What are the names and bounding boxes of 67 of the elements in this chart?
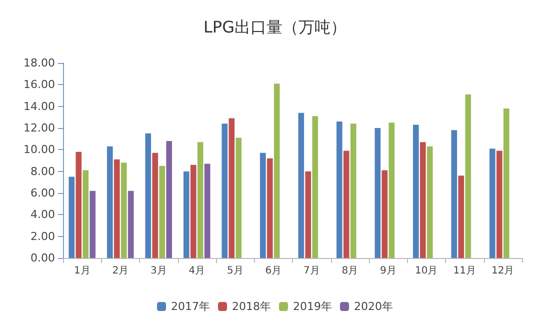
bar [228,118,235,258]
bar [388,122,395,258]
bar [305,171,312,258]
bar [120,162,127,258]
x-tick-label: 4月 [188,266,206,276]
x-tick-label: 6月 [265,266,282,276]
bar [76,152,82,258]
chart-title: LPG出口量（万吨） [204,18,346,36]
bar [451,130,458,258]
bar [166,141,172,258]
bar [374,128,381,258]
x-tick-label: 9月 [380,266,396,276]
bar [343,150,350,258]
y-tick-label: 12.00 [24,122,55,134]
bar [159,166,166,258]
bar [412,124,419,258]
y-tick-label: 8.00 [30,164,55,178]
bar [114,159,120,258]
x-tick-label: 8月 [342,266,358,276]
legend-label: 2017年 [171,300,210,313]
bar [204,164,210,258]
bar [426,146,433,258]
y-tick-label: 0.00 [30,252,55,264]
bar [68,176,75,258]
x-tick-label: 10月 [415,266,438,276]
bar [489,148,496,258]
y-tick-label: 4.00 [30,208,55,222]
bar [197,142,204,258]
bar [465,94,472,258]
bar [222,124,228,258]
y-tick-label: 16.00 [24,78,55,92]
bar [496,150,502,258]
x-tick-label: 5月 [226,266,244,276]
y-tick-label: 2.00 [30,230,55,243]
bar [190,164,196,258]
legend-label: 2018年 [232,300,272,313]
y-tick-label: 18.00 [24,56,55,70]
y-tick-label: 6.00 [30,186,55,200]
legend-label: 2019年 [293,300,332,313]
bar [336,122,342,258]
x-tick-label: 3月 [150,266,167,276]
x-tick-label: 1月 [74,266,90,276]
bar [312,116,318,258]
bar [82,170,89,258]
bar [260,152,266,258]
y-tick-label: 10.00 [24,143,55,156]
bar [420,142,426,258]
x-tick-label: 2月 [112,266,129,276]
bar [382,170,388,258]
bar [236,138,242,258]
legend-label: 2020年 [354,300,393,313]
bar [106,146,113,258]
bar [298,112,304,258]
bar [183,171,190,258]
bar [274,84,280,258]
bar [152,152,158,258]
bar [90,190,96,258]
bar [145,133,152,258]
y-tick-label: 14.00 [24,100,55,113]
bar [128,190,134,258]
x-tick-label: 7月 [303,266,320,276]
bar [350,124,356,258]
bar [266,158,273,258]
x-tick-label: 12月 [492,266,514,276]
bar [503,108,510,258]
bar [458,176,464,258]
x-tick-label: 11月 [453,266,476,276]
